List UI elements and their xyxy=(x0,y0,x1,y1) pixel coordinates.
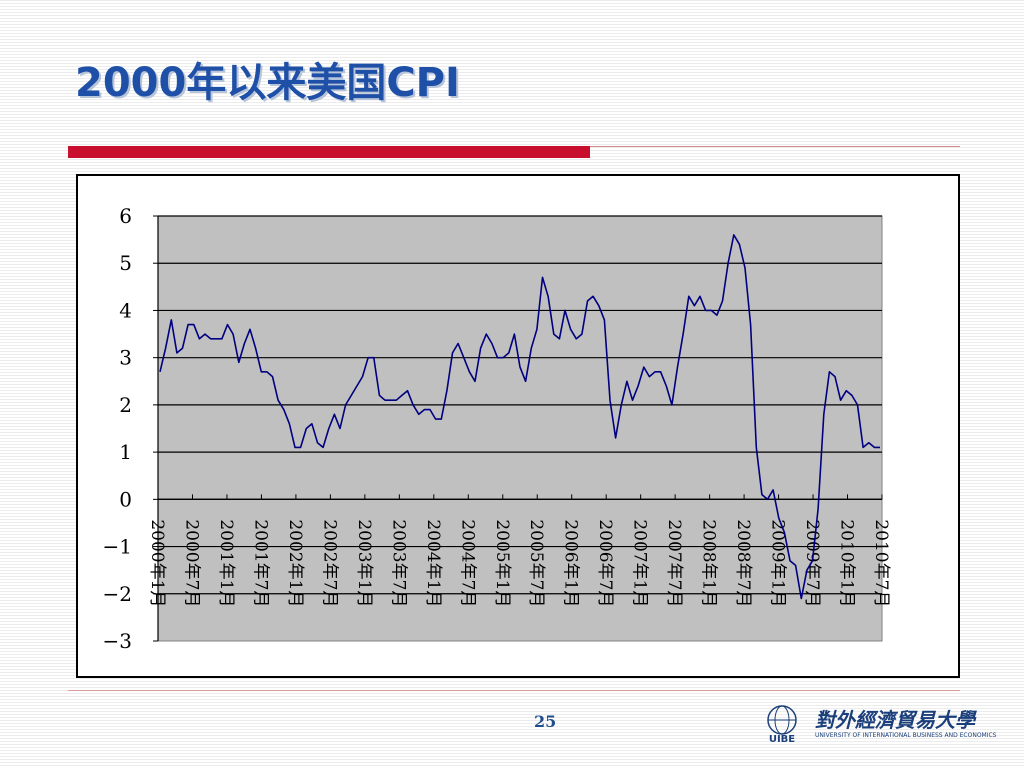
x-tick-label: 2000年7月 xyxy=(181,519,201,607)
x-tick-label: 2006年1月 xyxy=(561,519,581,607)
x-tick-label: 2003年7月 xyxy=(388,519,408,607)
x-tick-label: 2009年1月 xyxy=(768,519,788,607)
badge-text: UIBE xyxy=(769,734,795,745)
y-tick-label: −1 xyxy=(103,535,132,559)
y-tick-label: 6 xyxy=(119,204,132,228)
y-tick-label: 2 xyxy=(119,393,132,417)
footer-rule xyxy=(68,690,960,691)
slide-title: 2000年以来美国CPI xyxy=(75,60,460,106)
page-number: 25 xyxy=(534,712,557,731)
uibe-badge-icon: UIBE xyxy=(767,705,797,745)
y-tick-label: 0 xyxy=(119,487,132,511)
x-tick-label: 2002年7月 xyxy=(319,519,339,607)
x-tick-label: 2001年7月 xyxy=(250,519,270,607)
cpi-chart: 6 5 4 3 2 1 0 −1 −2 −3 2000年1月 2000年7月 2001年1月 2001年7… xyxy=(76,174,960,678)
x-tick-label: 2005年1月 xyxy=(492,519,512,607)
y-tick-label: 4 xyxy=(119,298,132,322)
cpi-line-chart: 6 5 4 3 2 1 0 −1 −2 −3 2000年1月 2000年7月 2001年1月 2001年7… xyxy=(103,204,891,653)
logo-chinese-name: 對外經濟貿易大學 xyxy=(815,708,975,732)
x-tick-label: 2007年1月 xyxy=(630,519,650,607)
x-tick-label: 2000年1月 xyxy=(147,519,167,607)
university-logo: UIBE 對外經濟貿易大學 UNIVERSITY OF INTERNATIONA… xyxy=(760,702,997,748)
title-underline-thin xyxy=(590,146,960,147)
x-tick-label: 2004年7月 xyxy=(457,519,477,607)
y-tick-label: 1 xyxy=(119,440,132,464)
x-tick-label: 2005年7月 xyxy=(526,519,546,607)
x-tick-label: 2006年7月 xyxy=(595,519,615,607)
logo-english-name: UNIVERSITY OF INTERNATIONAL BUSINESS AND… xyxy=(815,732,997,739)
x-tick-label: 2007年7月 xyxy=(664,519,684,607)
x-tick-label: 2008年7月 xyxy=(733,519,753,607)
y-tick-label: −3 xyxy=(103,629,132,653)
x-tick-label: 2002年1月 xyxy=(285,519,305,607)
y-tick-label: 3 xyxy=(119,346,132,370)
x-tick-label: 2010年1月 xyxy=(837,519,857,607)
x-tick-label: 2001年1月 xyxy=(216,519,236,607)
x-tick-label: 2004年1月 xyxy=(423,519,443,607)
y-tick-label: −2 xyxy=(103,582,132,606)
y-tick-label: 5 xyxy=(119,251,132,275)
plot-area xyxy=(157,215,883,642)
title-underline-red xyxy=(68,146,590,158)
cpi-series-line xyxy=(159,234,880,600)
x-tick-label: 2009年7月 xyxy=(802,519,822,607)
x-tick-label: 2008年1月 xyxy=(699,519,719,607)
x-tick-label: 2003年1月 xyxy=(354,519,374,607)
x-tick-label: 2010年7月 xyxy=(871,519,891,607)
